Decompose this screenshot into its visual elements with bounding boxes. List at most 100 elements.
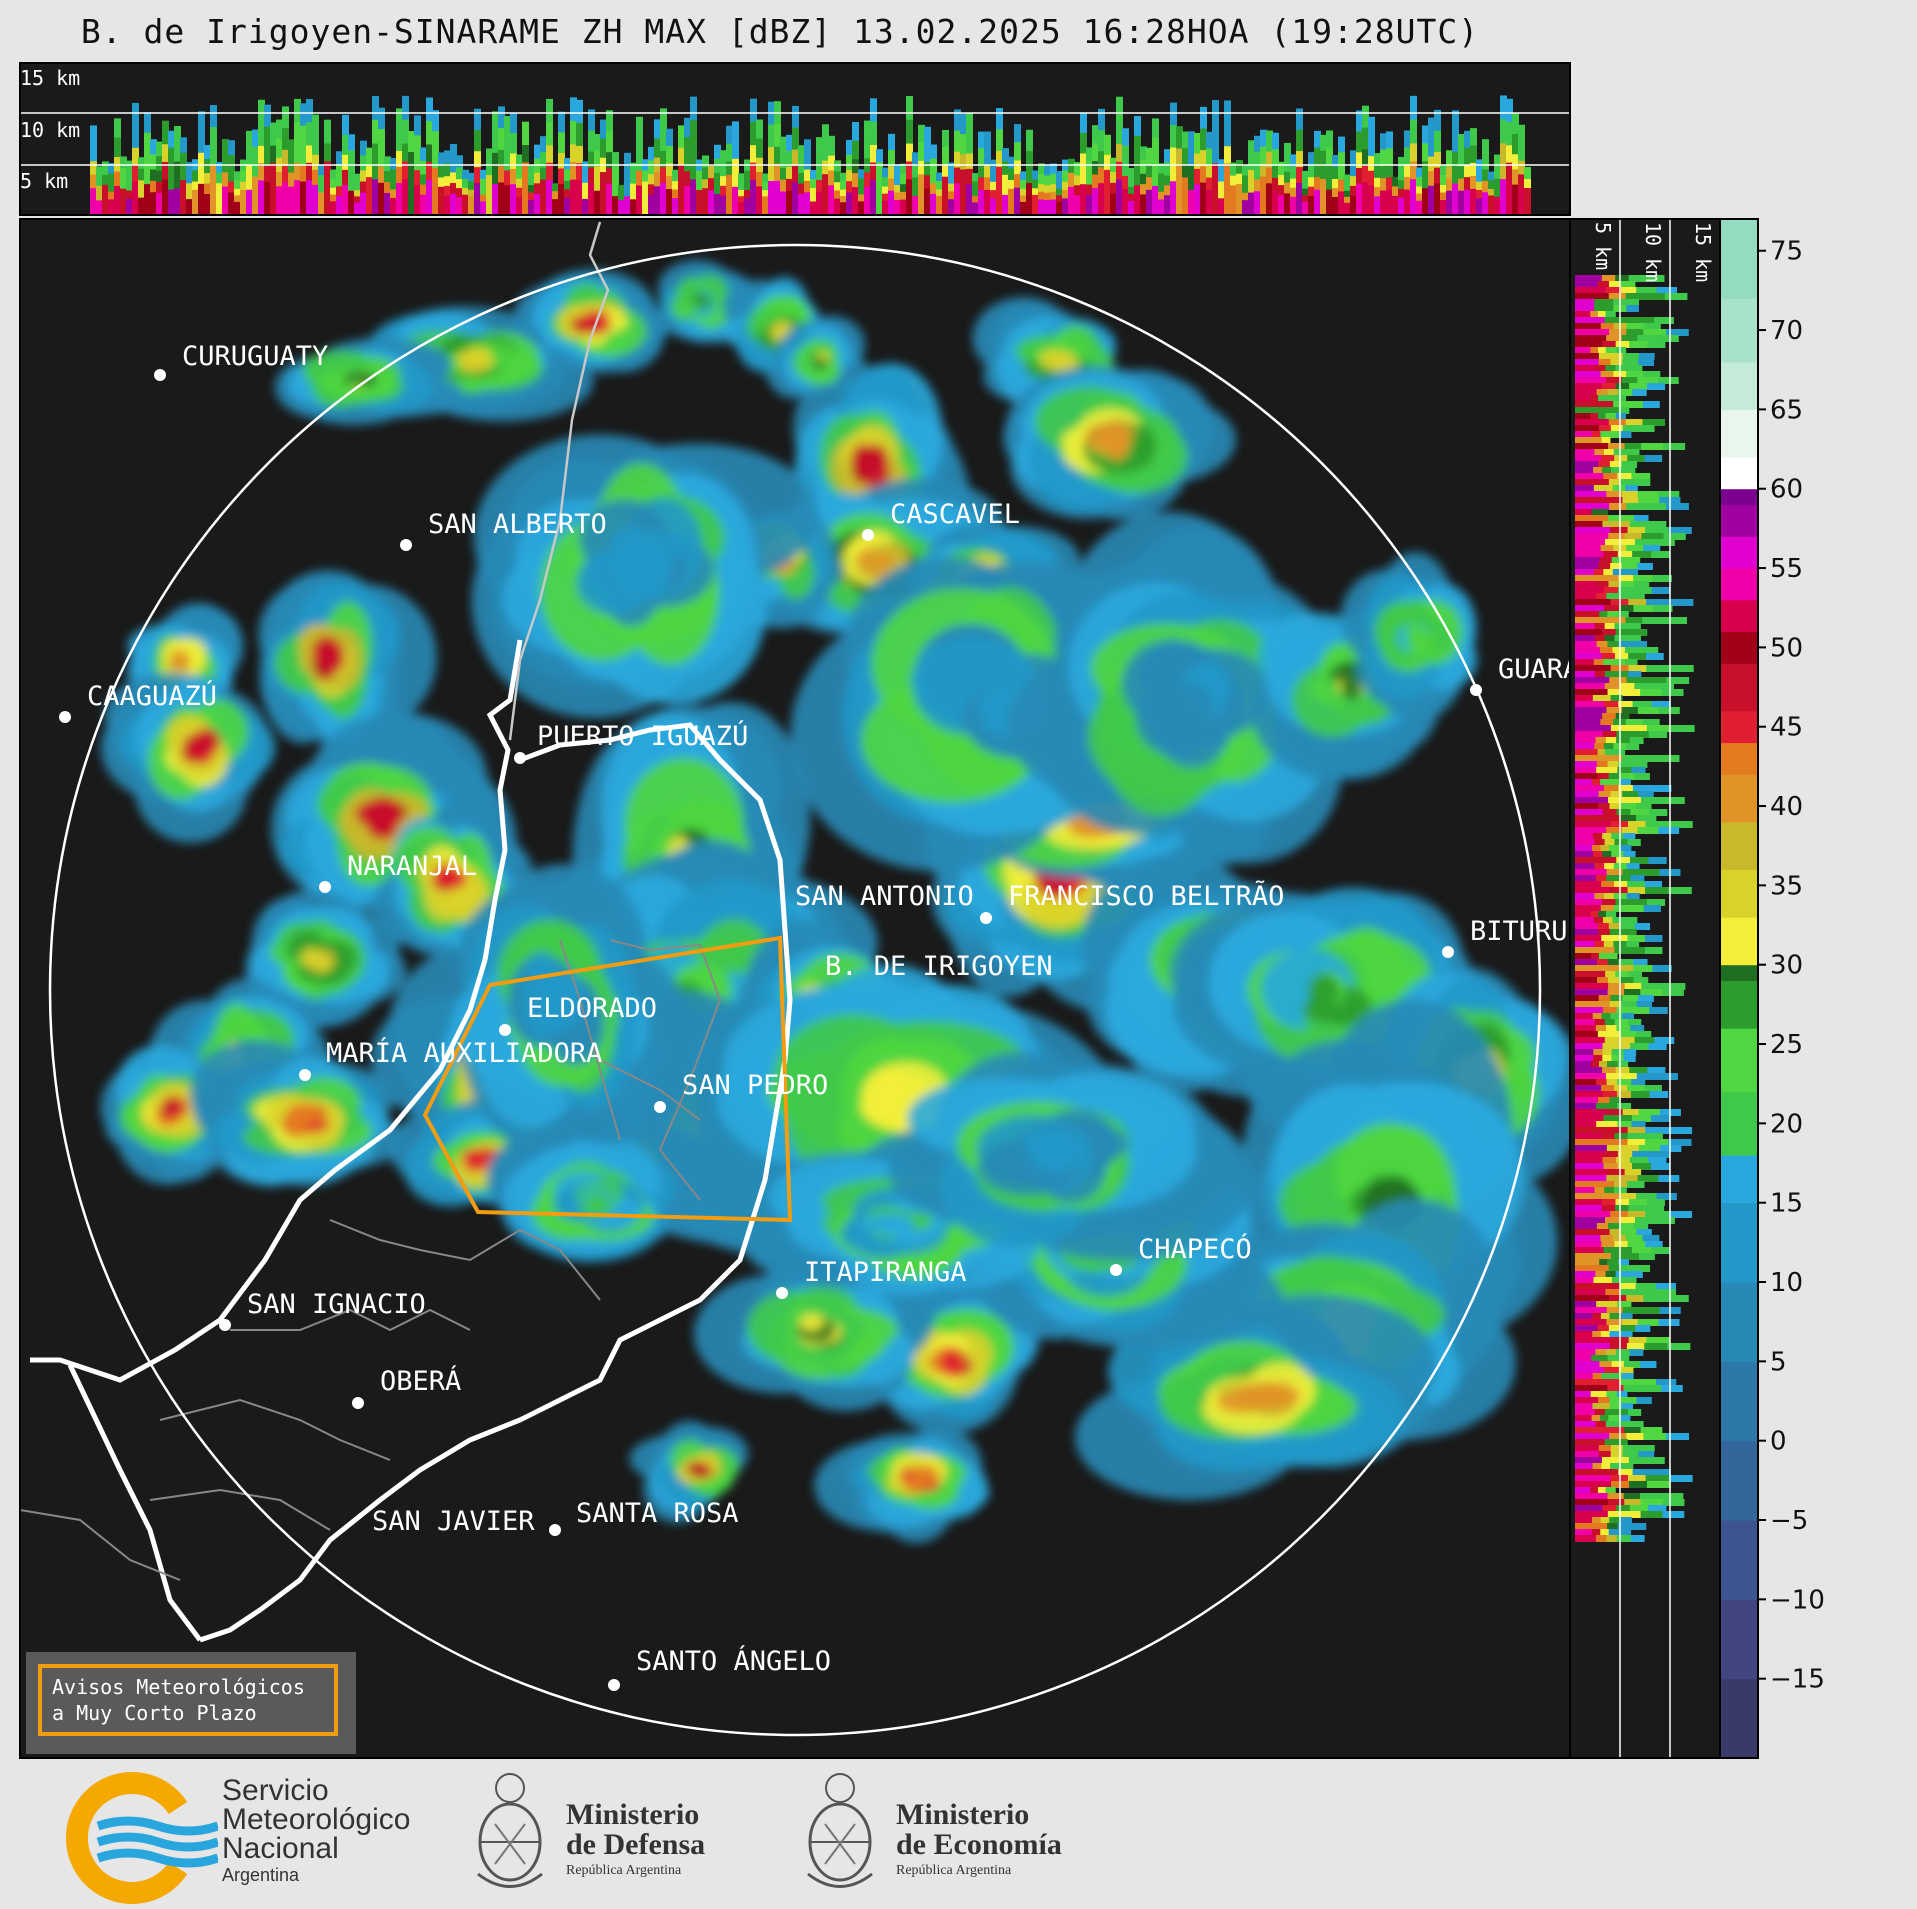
profile-column	[1410, 179, 1417, 215]
echo-blob	[317, 646, 336, 678]
echo-blob	[693, 296, 711, 310]
profile-column	[888, 190, 895, 215]
profile-column	[666, 189, 673, 215]
colorbar-segment	[1720, 361, 1758, 410]
profile-column	[1032, 194, 1039, 215]
profile-row	[1575, 623, 1595, 630]
profile-column	[426, 179, 433, 215]
profile-row	[1575, 1493, 1608, 1500]
profile-column	[1308, 196, 1315, 215]
profile-row	[1575, 1247, 1604, 1254]
echo-blob	[687, 1467, 702, 1477]
profile-column	[486, 175, 493, 215]
profile-column	[1110, 193, 1117, 215]
profile-row	[1575, 371, 1601, 378]
profile-column	[168, 189, 175, 215]
profile-row	[1575, 557, 1600, 564]
profile-row	[1575, 569, 1594, 576]
profile-column	[360, 192, 367, 215]
colorbar-segment	[1720, 1599, 1758, 1680]
profile-column	[1278, 195, 1285, 215]
warning-line-1: Avisos Meteorológicos	[52, 1675, 305, 1699]
colorbar-segment	[1720, 488, 1758, 506]
profile-row	[1575, 479, 1609, 486]
smn-emblem-icon	[65, 1772, 218, 1904]
colorbar-tick-label: 35	[1770, 871, 1803, 901]
profile-row	[1575, 1439, 1605, 1446]
profile-column	[1152, 186, 1159, 215]
economia-line-1: Ministerio	[896, 1798, 1030, 1831]
profile-column	[1200, 182, 1207, 215]
city-marker	[499, 1024, 511, 1036]
profile-row	[1575, 389, 1597, 396]
coat-of-arms-icon-2	[807, 1773, 873, 1888]
profile-row	[1575, 857, 1617, 864]
profile-row	[1575, 821, 1611, 828]
profile-column	[756, 186, 763, 215]
profile-row	[1575, 1307, 1607, 1314]
profile-row	[1575, 449, 1595, 456]
profile-column	[390, 197, 397, 215]
smn-line-3: Nacional	[222, 1832, 339, 1865]
profile-row	[1575, 827, 1607, 834]
profile-column	[720, 195, 727, 215]
city-marker	[862, 529, 874, 541]
profile-column	[438, 186, 445, 215]
profile-row	[1575, 437, 1602, 444]
page-title: B. de Irigoyen-SINARAME ZH MAX [dBZ] 13.…	[80, 12, 1480, 51]
warning-box[interactable]: Avisos Meteorológicos a Muy Corto Plazo	[26, 1652, 356, 1754]
profile-column	[120, 188, 127, 215]
profile-column	[1404, 189, 1411, 215]
profile-column	[594, 190, 601, 215]
profile-column	[672, 198, 679, 215]
profile-column	[186, 199, 193, 215]
profile-column	[1314, 189, 1321, 215]
profile-row	[1575, 1415, 1592, 1422]
profile-column	[318, 192, 325, 215]
profile-column	[984, 189, 991, 215]
profile-row	[1575, 1223, 1597, 1230]
city-label: PUERTO IGUAZÚ	[537, 720, 748, 752]
profile-row	[1575, 1007, 1603, 1014]
smn-line-4: Argentina	[222, 1865, 300, 1885]
profile-row	[1575, 1445, 1599, 1452]
profile-row	[1575, 869, 1607, 876]
profile-row	[1575, 521, 1603, 528]
profile-row	[1575, 275, 1602, 282]
city-marker	[299, 1069, 311, 1081]
city-marker	[549, 1524, 561, 1536]
profile-row	[1575, 1325, 1598, 1332]
profile-row	[1575, 1421, 1644, 1428]
profile-column	[1170, 181, 1177, 215]
profile-row	[1575, 1433, 1610, 1440]
profile-column	[414, 185, 421, 215]
profile-column	[606, 183, 613, 215]
profile-column	[930, 193, 937, 215]
profile-column	[588, 183, 595, 215]
profile-column	[1524, 188, 1531, 215]
profile-column	[300, 181, 307, 215]
profile-column	[816, 191, 823, 215]
profile-column	[258, 180, 265, 215]
profile-row	[1575, 899, 1603, 906]
profile-row	[1575, 377, 1607, 384]
paraguay-brazil-border	[508, 221, 610, 741]
profile-row	[1575, 767, 1597, 774]
profile-column	[972, 202, 979, 215]
profile-column	[1260, 176, 1267, 215]
profile-column	[114, 186, 121, 215]
profile-column	[1386, 189, 1393, 215]
colorbar-segment	[1720, 409, 1758, 458]
colorbar-segment	[1720, 774, 1758, 823]
colorbar-tick-label: 25	[1770, 1030, 1803, 1060]
profile-row	[1575, 719, 1601, 726]
profile-row	[1575, 707, 1607, 714]
profile-column	[1152, 137, 1159, 215]
profile-column	[678, 164, 685, 215]
profile-column	[1356, 183, 1363, 215]
profile-column	[798, 194, 805, 215]
profile-row	[1575, 395, 1591, 402]
profile-row	[1575, 893, 1595, 900]
profile-row	[1575, 1025, 1596, 1032]
profile-column	[1434, 183, 1441, 215]
